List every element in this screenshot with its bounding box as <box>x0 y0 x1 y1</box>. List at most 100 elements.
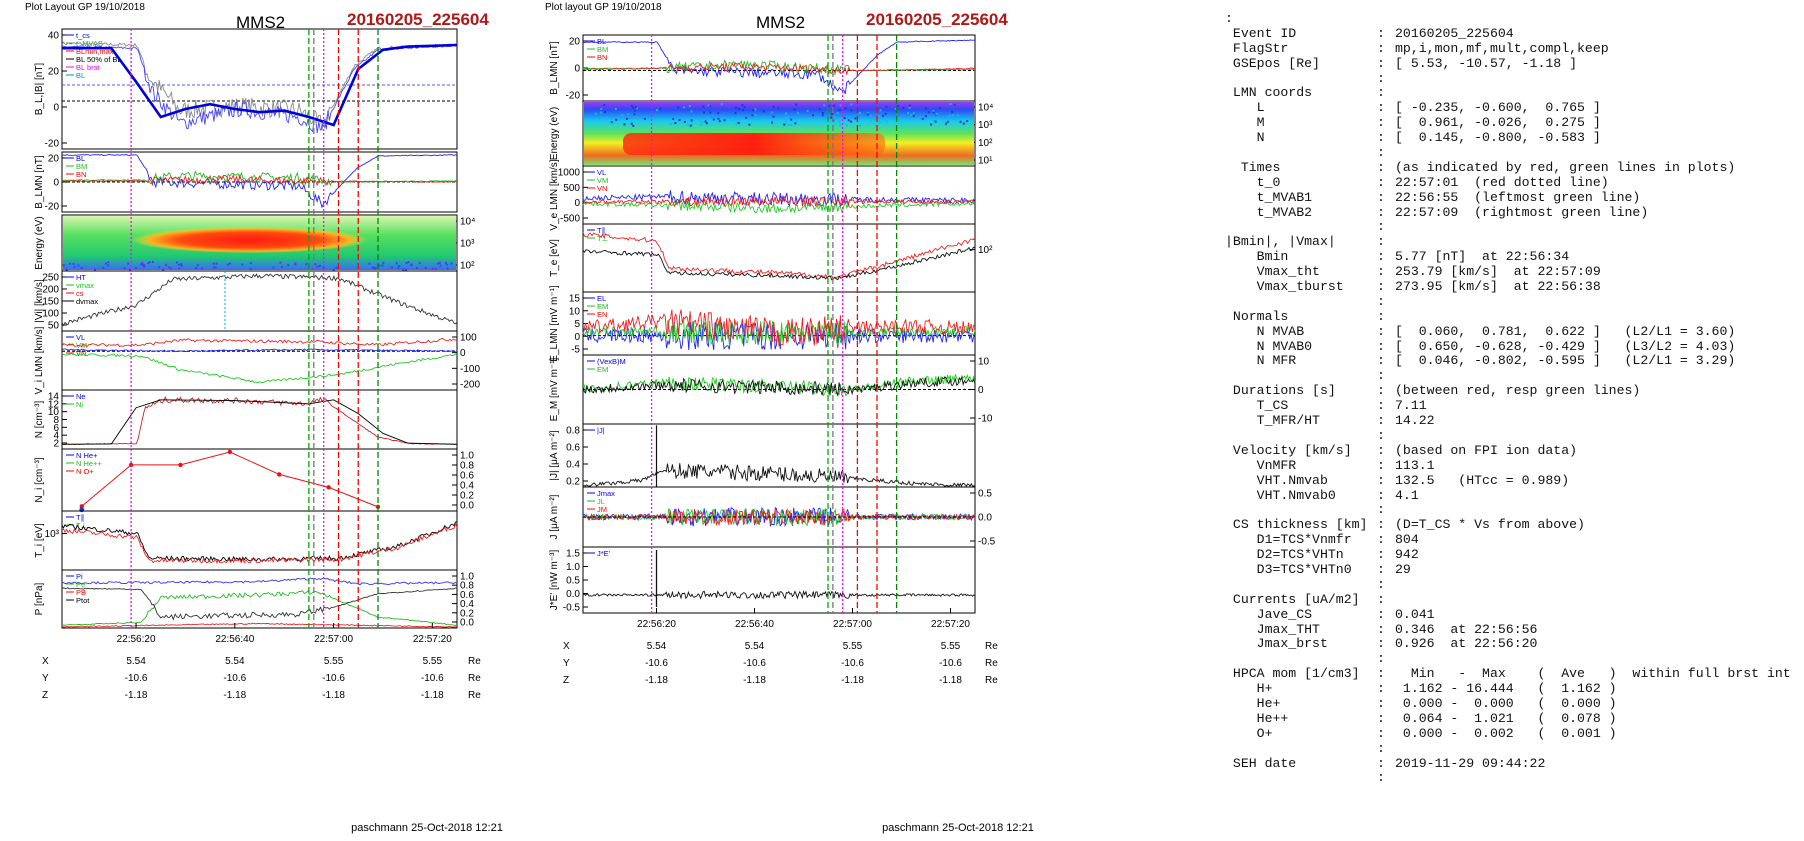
spectrogram-speckle <box>866 111 869 114</box>
legend-label: Pi <box>76 572 83 581</box>
summary-row: H+: 1.162 - 16.444 ( 1.162 ) <box>1225 681 1800 697</box>
spectrogram-speckle <box>241 263 244 266</box>
spectrogram-speckle <box>795 103 798 106</box>
tick-label: 12 <box>48 399 60 410</box>
tick-label: 100 <box>460 333 477 344</box>
summary-key: N MFR <box>1225 353 1297 369</box>
spectrogram-speckle <box>415 267 418 269</box>
tick-label: 0 <box>574 64 580 75</box>
spectrogram-speckle <box>839 124 842 127</box>
summary-colon: : <box>1377 70 1385 86</box>
summary-colon: : <box>1377 338 1385 354</box>
spectrogram-speckle <box>939 107 942 109</box>
spectrogram-speckle <box>785 112 788 115</box>
spectrogram-speckle <box>912 115 915 118</box>
spectrogram-speckle <box>878 115 881 117</box>
tick-label: 20 <box>48 67 60 78</box>
summary-row: : <box>1225 70 1800 87</box>
summary-colon: : <box>1377 547 1385 563</box>
legend-label: BL 50% of BL <box>76 55 122 64</box>
spectrogram-speckle <box>402 268 405 271</box>
pos-value: 5.55 <box>843 641 863 652</box>
legend-label: t_cs <box>76 31 90 40</box>
spectrogram-speckle <box>843 117 846 119</box>
spectrogram-speckle <box>69 262 71 265</box>
panel-ylabel: B_L,|B| [nT] <box>34 63 45 116</box>
summary-row: Jmax_brst:0.926 at 22:56:20 <box>1225 636 1800 652</box>
spectrogram-speckle <box>925 107 928 110</box>
spectrogram-speckle <box>885 120 888 123</box>
summary-key: L <box>1225 100 1265 116</box>
spectrogram-speckle <box>167 266 170 269</box>
panel-ylabel: B_LMN [nT] <box>549 41 560 95</box>
pos-value: -1.18 <box>743 675 766 686</box>
tick-label: 0.2 <box>460 608 474 619</box>
panel-frame <box>61 28 458 150</box>
spectrogram-speckle <box>104 262 107 265</box>
spectrogram-speckle <box>195 267 198 269</box>
summary-row: Normals: <box>1225 309 1800 325</box>
tick-label: 0.2 <box>566 477 580 488</box>
spectrogram-speckle <box>656 109 658 112</box>
summary-row: D2=TCS*VHTn:942 <box>1225 547 1800 563</box>
pos-unit: Re <box>468 656 481 667</box>
spectrogram-speckle <box>213 266 216 269</box>
panel-ylabel: |J| [μA m⁻²] <box>549 430 560 480</box>
pos-unit: Re <box>985 658 998 669</box>
summary-row: Times: (as indicated by red, green lines … <box>1225 159 1800 176</box>
spectrogram-speckle <box>444 261 447 264</box>
pos-value: 5.54 <box>745 641 765 652</box>
panel-frame <box>61 510 458 571</box>
x-tick-label: 22:56:20 <box>117 634 156 645</box>
spectrogram-speckle <box>754 113 757 116</box>
pos-value: -10.6 <box>645 658 668 669</box>
spectrogram-speckle <box>94 268 96 271</box>
spacecraft-title: MMS2 <box>236 13 285 32</box>
summary-value: 20160205_225604 <box>1395 25 1514 41</box>
spectrogram-speckle <box>141 261 144 264</box>
legend-label: N He+ <box>76 451 98 460</box>
series-BN <box>61 174 458 187</box>
tick-label: 1.0 <box>460 451 474 462</box>
summary-key: N MVAB <box>1225 323 1305 339</box>
spectrogram-speckle <box>734 106 737 109</box>
spectrogram-speckle <box>772 115 775 118</box>
series-VeN <box>582 195 976 208</box>
spectrogram-speckle <box>707 117 709 120</box>
spectrogram-speckle <box>930 123 932 126</box>
summary-key: Jmax_brst <box>1225 636 1328 652</box>
spectrogram-speckle <box>322 266 325 269</box>
summary-row: He++: 0.064 - 1.021 ( 0.078 ) <box>1225 711 1800 727</box>
spectrogram-speckle <box>838 109 841 112</box>
summary-value: 22:57:09 (rightmost green line) <box>1395 204 1649 220</box>
summary-colon: : <box>1377 413 1385 429</box>
panel-ylabel: E_LMN [mV m⁻¹] <box>549 285 560 362</box>
tick-label: 10³ <box>45 529 60 540</box>
series-EL <box>582 322 976 351</box>
legend-label: EN <box>597 310 607 319</box>
panel-ylabel: B_LMN [nT] <box>34 155 45 209</box>
summary-row: Velocity [km/s]: (based on FPI ion data) <box>1225 442 1800 459</box>
tick-label: 0.8 <box>460 581 474 592</box>
spectrogram-speckle <box>450 262 453 265</box>
summary-colon: : <box>1377 606 1385 622</box>
spectrogram-speckle <box>599 111 602 114</box>
summary-colon: : <box>1377 323 1385 339</box>
summary-row: Currents [uA/m2]: <box>1225 592 1800 608</box>
spectrogram-speckle <box>80 266 83 269</box>
legend-label: BM <box>597 45 608 54</box>
tick-label: 10² <box>978 245 993 256</box>
summary-value: 22:57:01 (red dotted line) <box>1395 174 1609 190</box>
summary-colon: : <box>1377 472 1385 488</box>
summary-row: D1=TCS*Vnmfr:804 <box>1225 532 1800 548</box>
tick-label: -10 <box>978 414 993 425</box>
tick-label: -20 <box>45 139 60 150</box>
legend-label: VM <box>76 341 87 350</box>
summary-colon: : <box>1377 368 1385 384</box>
summary-row: t_MVAB1:22:56:55 (leftmost green line) <box>1225 190 1800 206</box>
tick-label: 10³ <box>460 239 475 250</box>
summary-colon: : <box>1377 159 1385 175</box>
summary-key: Velocity [km/s] <box>1225 442 1352 458</box>
spectrogram-speckle <box>280 266 283 269</box>
